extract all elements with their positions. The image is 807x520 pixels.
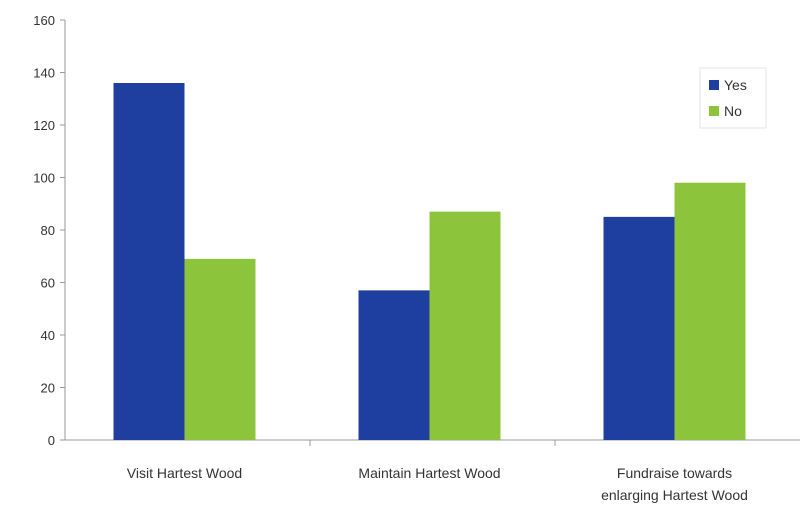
x-tick-label: Fundraise towards enlarging Hartest Wood <box>601 465 748 503</box>
bar-yes-2 <box>358 290 430 440</box>
bar-no-2 <box>429 211 501 440</box>
bar-yes-1 <box>113 83 185 440</box>
bars <box>113 83 746 440</box>
legend-swatch-no <box>709 106 719 116</box>
legend: Yes No <box>699 67 767 129</box>
x-axis-labels: Visit Hartest Wood Maintain Hartest Wood F… <box>127 465 748 503</box>
y-axis-ticks: 0 20 40 60 80 100 120 140 160 <box>33 13 65 448</box>
y-tick-label: 140 <box>33 66 55 81</box>
y-tick-label: 20 <box>41 381 55 396</box>
legend-label-no: No <box>724 103 742 119</box>
x-tick-label: Visit Hartest Wood <box>127 465 242 481</box>
y-tick-label: 160 <box>33 13 55 28</box>
y-tick-label: 100 <box>33 171 55 186</box>
y-tick-label: 80 <box>41 223 55 238</box>
bar-yes-3 <box>603 216 675 440</box>
x-tick-label: Maintain Hartest Wood <box>358 465 500 481</box>
legend-swatch-yes <box>709 80 719 90</box>
bar-no-1 <box>184 258 256 440</box>
y-tick-label: 40 <box>41 328 55 343</box>
bar-no-3 <box>674 182 746 440</box>
y-tick-label: 120 <box>33 118 55 133</box>
y-tick-label: 60 <box>41 276 55 291</box>
legend-label-yes: Yes <box>724 77 747 93</box>
legend-box <box>699 67 767 129</box>
y-tick-label: 0 <box>48 433 55 448</box>
